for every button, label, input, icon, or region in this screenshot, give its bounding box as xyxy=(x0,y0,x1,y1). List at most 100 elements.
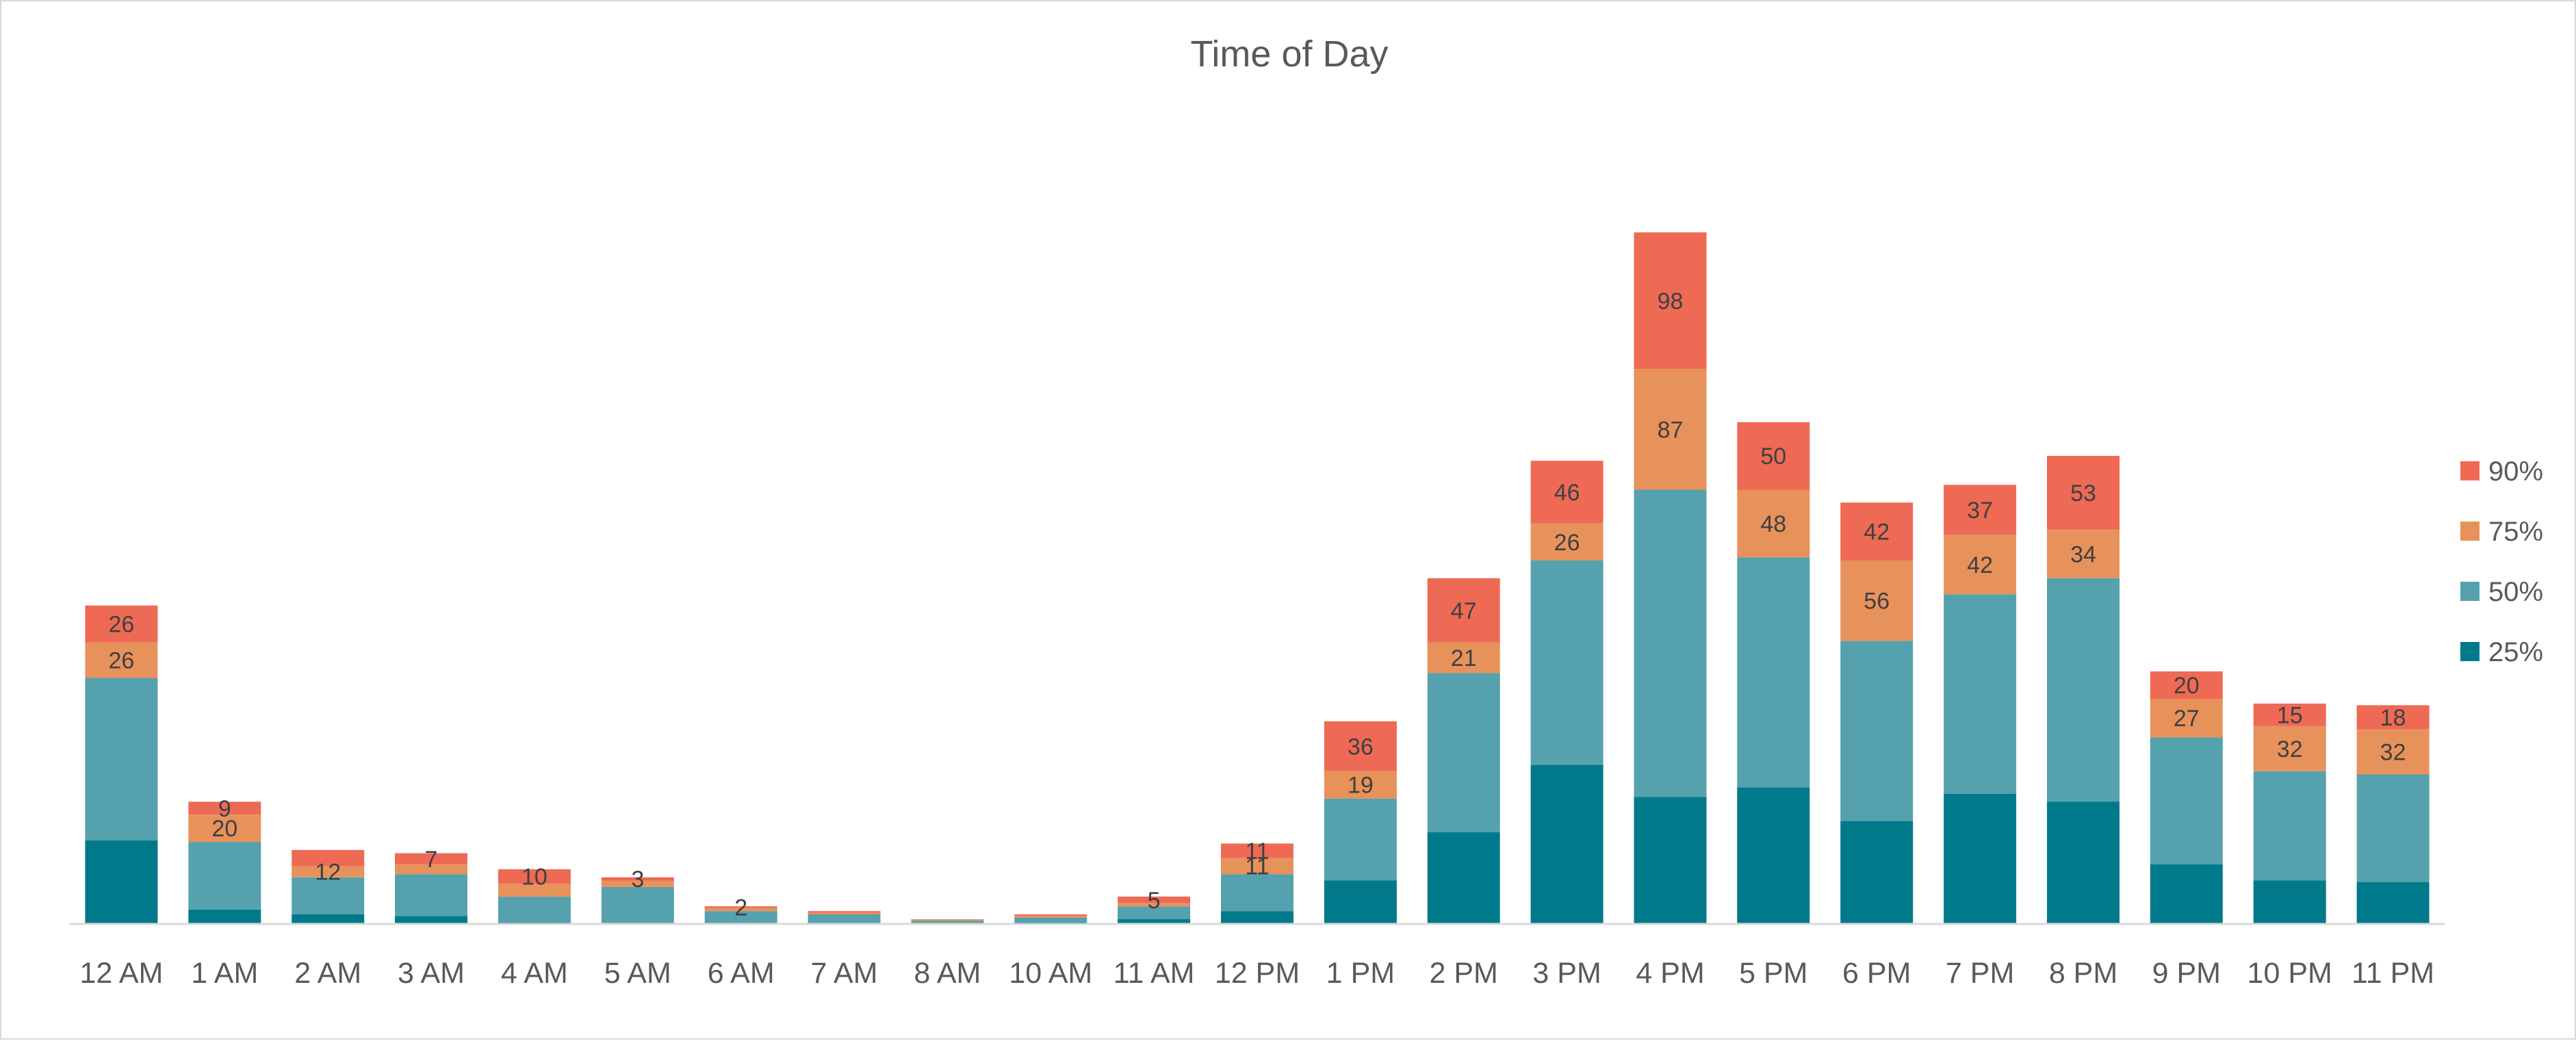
bar-segment-75pct-8 xyxy=(911,919,984,921)
legend-label-90pct: 90% xyxy=(2488,457,2543,487)
bar-segment-75pct-22 xyxy=(2356,729,2430,775)
bar-segment-50pct-0 xyxy=(85,678,158,840)
bar-segment-90pct-19 xyxy=(2047,456,2120,530)
bar-segment-25pct-20 xyxy=(2150,864,2223,924)
x-tick-label-15: 4 PM xyxy=(1636,957,1704,990)
x-axis-tick-labels: 12 AM 1 AM 2 AM 3 AM 4 AM 5 AM 6 AM 7 AM 8 AM 10 … xyxy=(79,957,2434,990)
bar-segment-50pct-4 xyxy=(498,897,571,923)
data-label-75pct-14: 26 xyxy=(1554,530,1580,556)
bar-segment-25pct-17 xyxy=(1840,821,1914,924)
bar-segment-75pct-5 xyxy=(601,880,674,887)
x-tick-label-5: 5 AM xyxy=(604,957,671,990)
bar-segment-75pct-20 xyxy=(2150,699,2223,738)
bar-segment-25pct-0 xyxy=(85,840,158,924)
bar-segment-90pct-20 xyxy=(2150,671,2223,699)
bar-segment-75pct-14 xyxy=(1530,523,1603,561)
bar-segment-90pct-12 xyxy=(1324,721,1397,771)
bar-segment-50pct-20 xyxy=(2150,737,2223,865)
data-label-90pct-15: 98 xyxy=(1658,288,1684,314)
bar-segment-75pct-6 xyxy=(704,908,777,912)
bar-segment-75pct-15 xyxy=(1634,369,1707,490)
data-label-90pct-13: 47 xyxy=(1451,598,1477,624)
bar-segment-25pct-14 xyxy=(1530,764,1603,924)
legend-swatch-25pct xyxy=(2460,642,2480,661)
data-label-75pct-0: 26 xyxy=(108,648,134,674)
x-tick-label-9: 10 AM xyxy=(1009,957,1092,990)
bar-segment-90pct-9 xyxy=(1014,914,1087,916)
bar-segment-75pct-18 xyxy=(1944,535,2017,595)
bar-segment-90pct-7 xyxy=(808,911,881,913)
bar-segment-90pct-11 xyxy=(1221,843,1293,858)
bar-segment-50pct-6 xyxy=(704,911,777,924)
bar-segment-75pct-7 xyxy=(808,912,881,914)
bar-segment-25pct-22 xyxy=(2356,882,2430,924)
data-label-75pct-11: 11 xyxy=(1245,853,1269,879)
legend-swatch-90pct xyxy=(2460,461,2480,480)
bar-segment-90pct-17 xyxy=(1840,502,1914,561)
bar-segment-90pct-21 xyxy=(2253,704,2326,726)
data-label-90pct-22: 18 xyxy=(2380,705,2406,731)
bar-segment-50pct-15 xyxy=(1634,489,1707,797)
x-tick-label-20: 9 PM xyxy=(2152,957,2221,990)
bar-segment-25pct-13 xyxy=(1427,832,1500,924)
data-label-90pct-3: 7 xyxy=(425,847,438,873)
x-tick-label-10: 11 AM xyxy=(1113,957,1195,990)
x-tick-label-12: 1 PM xyxy=(1326,957,1395,990)
x-tick-label-2: 2 AM xyxy=(294,957,361,990)
data-label-75pct-17: 56 xyxy=(1864,589,1890,615)
bar-segment-90pct-1 xyxy=(188,801,261,815)
legend: 90% 75% 50% 25% xyxy=(2460,457,2543,667)
data-label-75pct-2: 12 xyxy=(315,860,341,886)
bar-segment-75pct-10 xyxy=(1118,903,1191,907)
data-label-90pct-11: 11 xyxy=(1245,838,1269,864)
bar-segment-50pct-21 xyxy=(2253,771,2326,881)
bar-segment-90pct-14 xyxy=(1530,461,1603,524)
bar-segment-90pct-3 xyxy=(395,853,467,864)
bar-segment-50pct-16 xyxy=(1737,557,1810,788)
x-tick-label-7: 7 AM xyxy=(811,957,878,990)
x-tick-label-18: 7 PM xyxy=(1946,957,2014,990)
data-label-75pct-21: 32 xyxy=(2277,736,2303,762)
data-label-90pct-19: 53 xyxy=(2070,480,2096,506)
bar-segment-25pct-15 xyxy=(1634,797,1707,924)
bar-segment-75pct-2 xyxy=(292,866,365,877)
bar-segment-50pct-14 xyxy=(1530,560,1603,765)
x-tick-label-19: 8 PM xyxy=(2049,957,2117,990)
data-label-90pct-4: 10 xyxy=(521,864,548,890)
bar-segment-75pct-19 xyxy=(2047,530,2120,578)
bar-segment-25pct-2 xyxy=(292,914,365,924)
x-tick-label-14: 3 PM xyxy=(1532,957,1601,990)
bar-segment-50pct-11 xyxy=(1221,874,1293,912)
bar-segment-75pct-11 xyxy=(1221,858,1293,875)
data-label-75pct-19: 34 xyxy=(2070,542,2096,568)
bar-segment-50pct-18 xyxy=(1944,594,2017,794)
bar-segment-90pct-13 xyxy=(1427,578,1500,643)
x-tick-label-22: 11 PM xyxy=(2352,957,2434,990)
bars-group xyxy=(85,232,2430,925)
legend-swatch-75pct xyxy=(2460,522,2480,541)
bar-segment-50pct-9 xyxy=(1014,917,1087,923)
bar-segment-50pct-5 xyxy=(601,887,674,925)
bar-segment-25pct-18 xyxy=(1944,793,2017,924)
data-label-90pct-18: 37 xyxy=(1967,498,1993,524)
bar-segment-90pct-10 xyxy=(1118,897,1191,903)
x-tick-label-6: 6 AM xyxy=(708,957,775,990)
bar-segment-75pct-0 xyxy=(85,642,158,678)
bar-segment-75pct-1 xyxy=(188,814,261,843)
data-label-90pct-21: 15 xyxy=(2277,703,2303,729)
legend-label-75pct: 75% xyxy=(2488,517,2543,547)
bar-segment-50pct-17 xyxy=(1840,641,1914,821)
bar-segment-75pct-17 xyxy=(1840,560,1914,641)
bar-segment-90pct-6 xyxy=(704,906,777,908)
legend-label-50pct: 50% xyxy=(2488,577,2543,607)
x-tick-label-21: 10 PM xyxy=(2247,957,2332,990)
bar-segment-75pct-4 xyxy=(498,884,571,897)
bar-segment-50pct-7 xyxy=(808,914,881,924)
data-label-75pct-13: 21 xyxy=(1451,645,1477,671)
bar-segment-75pct-21 xyxy=(2253,726,2326,771)
bar-segment-90pct-15 xyxy=(1634,232,1707,370)
data-label-90pct-6: 2 xyxy=(734,895,747,921)
bar-segment-25pct-12 xyxy=(1324,880,1397,924)
